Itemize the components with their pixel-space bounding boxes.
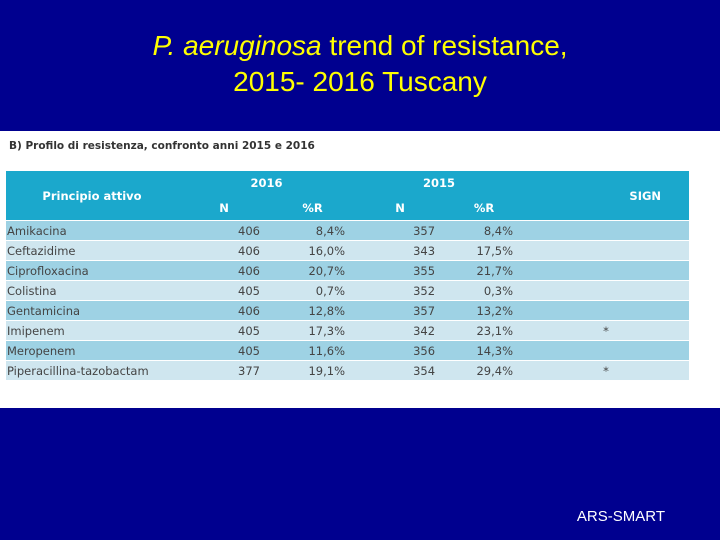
drug-name: Imipenem	[6, 320, 178, 341]
resistance-table: Principio attivo 2016 2015 SIGN N %R N %…	[6, 171, 690, 380]
drug-name: Amikacina	[6, 220, 178, 241]
n-2015: 352	[355, 280, 446, 301]
table-panel: B) Profilo di resistenza, confronto anni…	[0, 131, 720, 408]
table-row: Meropenem 405 11,6% 356 14,3%	[6, 340, 690, 361]
table-row: Colistina 405 0,7% 352 0,3%	[6, 280, 690, 301]
table-row: Ciprofloxacina 406 20,7% 355 21,7%	[6, 260, 690, 281]
n-2016: 377	[178, 360, 270, 380]
r-2015: 23,1%	[445, 320, 524, 341]
header-drug: Principio attivo	[6, 171, 178, 221]
header-sign-label: SIGN	[629, 188, 662, 203]
r-2015: 0,3%	[445, 280, 524, 301]
significance-mark	[523, 240, 690, 261]
n-2016: 405	[178, 280, 270, 301]
r-2015: 8,4%	[445, 220, 524, 241]
n-2015: 357	[355, 220, 446, 241]
n-2015: 354	[355, 360, 446, 380]
n-2016: 405	[178, 320, 270, 341]
drug-name: Ciprofloxacina	[6, 260, 178, 281]
table-row: Gentamicina 406 12,8% 357 13,2%	[6, 300, 690, 321]
n-2016: 406	[178, 300, 270, 321]
r-2016: 12,8%	[270, 300, 356, 321]
header-sign: SIGN	[523, 171, 690, 221]
r-2016: 16,0%	[270, 240, 356, 261]
n-2016: 406	[178, 220, 270, 241]
title-line-2: 2015- 2016 Tuscany	[233, 66, 487, 97]
header-n-2016: N	[178, 195, 270, 221]
drug-name: Ceftazidime	[6, 240, 178, 261]
n-2016: 406	[178, 240, 270, 261]
table-row: Amikacina 406 8,4% 357 8,4%	[6, 220, 690, 241]
table-row: Imipenem 405 17,3% 342 23,1% *	[6, 320, 690, 341]
n-2015: 357	[355, 300, 446, 321]
n-2016: 405	[178, 340, 270, 361]
r-2016: 20,7%	[270, 260, 356, 281]
r-2015: 17,5%	[445, 240, 524, 261]
r-2016: 11,6%	[270, 340, 356, 361]
title-line-1: P. aeruginosa trend of resistance,	[0, 28, 720, 64]
significance-mark: *	[523, 320, 690, 341]
footer-credit: ARS-SMART	[576, 508, 665, 525]
slide-title: P. aeruginosa trend of resistance, 2015-…	[0, 28, 720, 100]
n-2015: 343	[355, 240, 446, 261]
significance-mark	[523, 220, 690, 241]
r-2016: 17,3%	[270, 320, 356, 341]
significance-mark	[523, 260, 690, 281]
r-2015: 29,4%	[445, 360, 524, 380]
header-r-2016: %R	[270, 195, 356, 221]
n-2015: 355	[355, 260, 446, 281]
drug-name: Gentamicina	[6, 300, 178, 321]
r-2016: 0,7%	[270, 280, 356, 301]
n-2015: 342	[355, 320, 446, 341]
r-2015: 21,7%	[445, 260, 524, 281]
r-2016: 19,1%	[270, 360, 356, 380]
r-2016: 8,4%	[270, 220, 356, 241]
n-2016: 406	[178, 260, 270, 281]
drug-name: Colistina	[6, 280, 178, 301]
drug-name: Meropenem	[6, 340, 178, 361]
significance-mark	[523, 280, 690, 301]
table-row: Piperacillina-tazobactam 377 19,1% 354 2…	[6, 360, 690, 380]
title-text: trend of resistance,	[321, 30, 568, 61]
r-2015: 13,2%	[445, 300, 524, 321]
table-row: Ceftazidime 406 16,0% 343 17,5%	[6, 240, 690, 261]
n-2015: 356	[355, 340, 446, 361]
title-organism: P. aeruginosa	[152, 30, 322, 61]
r-2015: 14,3%	[445, 340, 524, 361]
header-year-2015: 2015	[355, 171, 524, 195]
significance-mark	[523, 300, 690, 321]
drug-name: Piperacillina-tazobactam	[6, 360, 178, 380]
significance-mark: *	[523, 360, 690, 380]
header-r-2015: %R	[445, 195, 524, 221]
header-year-2016: 2016	[178, 171, 356, 195]
header-n-2015: N	[355, 195, 446, 221]
significance-mark	[523, 340, 690, 361]
table-subtitle: B) Profilo di resistenza, confronto anni…	[9, 140, 315, 152]
